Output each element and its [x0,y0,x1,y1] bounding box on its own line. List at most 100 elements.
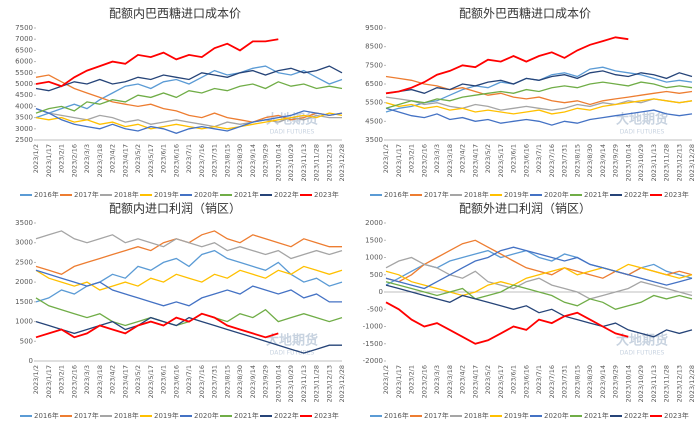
x-tick-label: 2023/8/15 [223,365,231,398]
x-tick-label: 2023/7/16 [548,365,556,398]
y-tick-label: 4500 [365,117,383,125]
x-tick-label: 2023/8/30 [236,365,244,398]
x-tick-label: 2023/4/17 [121,365,129,398]
legend-label: 2020年 [544,411,569,420]
x-tick-label: 2023/3/18 [96,365,104,398]
legend-label: 2023年 [664,411,689,420]
x-tick-label: 2023/11/13 [650,365,658,402]
legend-label: 2021年 [234,190,259,199]
legend-label: 2019年 [154,190,179,199]
series-line [35,230,343,260]
x-tick-label: 2023/12/13 [675,144,683,181]
x-tick-label: 2023/5/17 [147,144,155,177]
y-tick-label: 500 [370,271,383,279]
x-tick-label: 2023/3/18 [446,144,454,177]
x-tick-label: 2023/2/16 [70,365,78,398]
y-tick-label: 7500 [365,61,383,69]
watermark: 大地期货 [616,112,668,128]
series-line [385,70,693,94]
series-line [35,65,343,92]
x-tick-label: 2023/4/2 [459,365,467,394]
x-tick-label: 2023/11/13 [300,365,308,402]
x-tick-label: 2023/10/14 [274,144,282,181]
legend-label: 2020年 [544,190,569,199]
x-tick-label: 2023/8/15 [223,144,231,177]
x-tick-label: 2023/4/2 [109,144,117,173]
x-tick-label: 2023/2/16 [420,365,428,398]
y-tick-label: 6000 [15,58,33,66]
x-tick-label: 2023/8/30 [586,365,594,398]
legend-label: 2017年 [74,411,99,420]
y-tick-label: 9500 [365,24,383,32]
x-tick-label: 2023/10/29 [287,144,295,181]
y-tick-label: 5000 [15,80,33,88]
x-tick-label: 2023/11/28 [663,365,671,402]
x-tick-label: 2023/3/3 [433,365,441,394]
x-tick-label: 2023/2/1 [408,144,416,173]
legend-label: 2021年 [234,411,259,420]
x-tick-label: 2023/1/17 [45,365,53,398]
x-tick-label: 2023/9/29 [612,144,620,177]
series-line [35,81,343,114]
x-tick-label: 2023/7/31 [561,365,569,398]
x-tick-label: 2023/6/16 [522,365,530,398]
watermark-sub: DADI FUTURES [620,350,665,357]
x-tick-label: 2023/8/15 [573,365,581,398]
y-tick-label: 1000 [15,318,33,326]
x-tick-label: 2023/3/18 [446,365,454,398]
y-tick-label: 1500 [365,236,383,244]
x-tick-label: 2023/12/28 [688,365,696,402]
x-tick-label: 2023/1/2 [382,144,390,173]
x-tick-label: 2023/7/16 [548,144,556,177]
x-tick-label: 2023/4/17 [471,144,479,177]
x-tick-label: 2023/9/29 [262,365,270,398]
chart-title: 配额内巴西糖进口成本价 [109,6,241,21]
series-line [385,239,693,283]
x-tick-label: 2023/2/16 [420,144,428,177]
series-line [385,263,693,297]
x-tick-label: 2023/11/28 [313,365,321,402]
legend-label: 2023年 [664,190,689,199]
x-tick-label: 2023/8/15 [573,144,581,177]
series-line [385,281,693,310]
legend-label: 2017年 [74,190,99,199]
x-tick-label: 2023/1/2 [32,144,40,173]
legend-label: 2018年 [464,411,489,420]
series-line [385,75,693,106]
y-tick-label: 0 [29,357,33,365]
series-line [385,284,693,338]
x-tick-label: 2023/7/1 [185,365,193,394]
legend-label: 2019年 [154,411,179,420]
x-tick-label: 2023/7/31 [211,365,219,398]
x-tick-label: 2023/10/14 [624,144,632,181]
y-tick-label: 6500 [365,80,383,88]
x-tick-label: 2023/3/3 [433,144,441,173]
legend-label: 2018年 [464,190,489,199]
x-tick-label: 2023/11/13 [650,144,658,181]
x-tick-label: 2023/2/16 [70,144,78,177]
watermark-sub: DADI FUTURES [270,129,315,136]
x-tick-label: 2023/10/29 [287,365,295,402]
x-tick-label: 2023/6/16 [522,144,530,177]
series-line [35,312,279,339]
series-line [385,81,693,109]
x-tick-label: 2023/5/17 [147,365,155,398]
y-tick-label: 7000 [15,35,33,43]
legend-label: 2022年 [624,411,649,420]
watermark: 大地期货 [266,333,318,349]
x-tick-label: 2023/1/2 [382,365,390,394]
legend-label: 2019年 [504,190,529,199]
y-tick-label: 8500 [365,43,383,51]
chart-title: 配额外进口利润（销区） [459,202,591,216]
legend-label: 2022年 [274,411,299,420]
x-tick-label: 2023/9/14 [599,144,607,177]
x-tick-label: 2023/12/13 [325,144,333,181]
x-tick-label: 2023/6/1 [160,365,168,394]
chart-title: 配额内进口利润（销区） [109,202,241,216]
series-line [35,316,342,354]
series-line [385,246,693,290]
